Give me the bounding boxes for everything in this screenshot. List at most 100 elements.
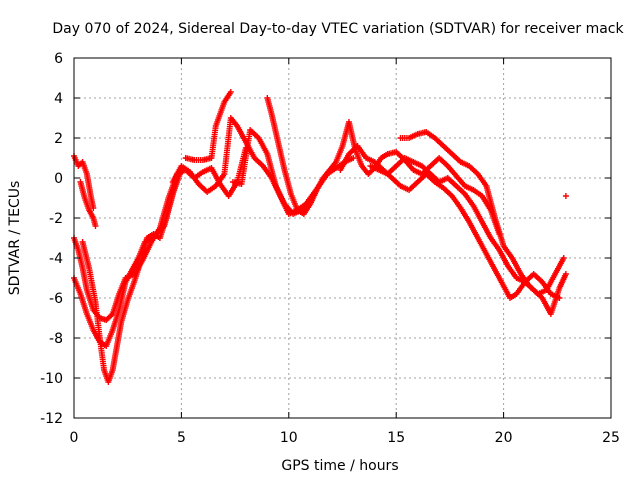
series-track-12 xyxy=(367,155,563,301)
y-tick-label: -10 xyxy=(40,371,63,387)
data-point-run xyxy=(213,101,227,127)
y-tick-label: 6 xyxy=(54,51,63,67)
data-point-run xyxy=(213,172,227,188)
data-point-run xyxy=(97,337,107,371)
data-point-run xyxy=(492,217,506,247)
data-point-run xyxy=(299,196,313,212)
data-point-run xyxy=(450,194,463,210)
data-point-run xyxy=(296,208,306,216)
data-point-run xyxy=(338,152,351,172)
data-point-run xyxy=(125,281,137,301)
data-point-run xyxy=(82,197,92,211)
data-point-run xyxy=(222,90,233,104)
y-axis-label: SDTVAR / TECUs xyxy=(7,181,23,296)
data-point-run xyxy=(269,113,281,143)
data-point-run xyxy=(412,167,424,177)
series-track-7 xyxy=(169,115,309,217)
data-point-run xyxy=(501,244,514,260)
data-point-run xyxy=(205,184,218,194)
y-tick-label: 2 xyxy=(54,131,63,147)
y-tick-label: -12 xyxy=(40,411,63,427)
data-point-run xyxy=(152,232,162,240)
data-point xyxy=(90,205,97,211)
data-point-run xyxy=(86,267,99,303)
data-points xyxy=(71,89,569,385)
data-point-run xyxy=(420,164,433,176)
data-point-run xyxy=(90,217,98,227)
data-point-run xyxy=(403,155,415,165)
data-point-run xyxy=(321,168,332,180)
data-point-run xyxy=(235,124,248,144)
data-point-run xyxy=(467,220,480,240)
x-tick-label: 5 xyxy=(177,430,186,446)
y-tick-label: -6 xyxy=(49,291,63,307)
data-point xyxy=(350,155,357,161)
data-point-run xyxy=(301,202,313,216)
data-point-run xyxy=(138,237,150,263)
x-tick-label: 0 xyxy=(70,430,79,446)
data-point-run xyxy=(355,144,368,160)
data-point-run xyxy=(463,183,475,193)
x-tick-label: 20 xyxy=(495,430,513,446)
data-point-run xyxy=(104,312,115,322)
data-point-run xyxy=(508,292,518,300)
data-point-run xyxy=(71,237,81,251)
data-point-run xyxy=(450,152,463,164)
data-point-run xyxy=(264,153,279,187)
data-point-run xyxy=(282,169,294,195)
data-point-run xyxy=(252,156,265,168)
data-point-run xyxy=(437,156,450,168)
data-point-run xyxy=(557,272,569,290)
data-point-run xyxy=(275,141,288,171)
data-point xyxy=(227,89,234,95)
data-point-run xyxy=(308,188,319,206)
data-point-run xyxy=(441,144,454,156)
data-point-run xyxy=(129,256,141,272)
data-point-run xyxy=(229,116,239,128)
data-point-run xyxy=(424,130,437,140)
data-point-run xyxy=(506,264,519,280)
data-point-run xyxy=(80,241,92,269)
data-point-run xyxy=(256,136,270,156)
data-point-run xyxy=(532,272,544,284)
y-tick-labels: -12 -10 -8 -6 -4 -2 0 2 4 6 xyxy=(40,51,63,427)
chart-title: Day 070 of 2024, Sidereal Day-to-day VTE… xyxy=(52,21,624,37)
data-point-run xyxy=(407,131,419,141)
data-point-run xyxy=(118,299,131,323)
data-point xyxy=(562,271,569,277)
plot-frame xyxy=(73,57,612,419)
data-point-run xyxy=(282,202,295,216)
data-point-run xyxy=(145,232,155,240)
x-tick-label: 15 xyxy=(387,430,405,446)
data-point-run xyxy=(540,280,553,296)
data-point xyxy=(92,223,99,229)
data-point-run xyxy=(197,182,209,194)
data-point-run xyxy=(238,129,253,185)
data-point-run xyxy=(399,183,411,193)
data-point-run xyxy=(116,281,129,311)
data-point-run xyxy=(201,165,213,175)
data-point-run xyxy=(71,277,83,295)
data-point-run xyxy=(84,313,96,331)
data-point-run xyxy=(424,172,437,184)
series-track-11 xyxy=(397,129,567,297)
series-track-6 xyxy=(182,89,234,163)
y-tick-label: -8 xyxy=(49,331,63,347)
y-tick-label: 4 xyxy=(54,91,63,107)
data-point-run xyxy=(369,163,381,173)
data-point-run xyxy=(248,128,261,140)
data-point-run xyxy=(549,291,561,301)
data-point-run xyxy=(104,329,115,347)
y-tick-label: -4 xyxy=(49,251,63,267)
data-point-run xyxy=(471,204,485,224)
data-point-run xyxy=(407,180,420,192)
data-point-run xyxy=(86,208,96,220)
data-point-run xyxy=(488,236,502,252)
data-point-run xyxy=(314,176,326,192)
data-point-run xyxy=(110,345,120,371)
ticks xyxy=(73,57,612,419)
data-point-run xyxy=(472,188,484,198)
x-tick-label: 10 xyxy=(280,430,298,446)
x-axis-label: GPS time / hours xyxy=(281,458,398,474)
